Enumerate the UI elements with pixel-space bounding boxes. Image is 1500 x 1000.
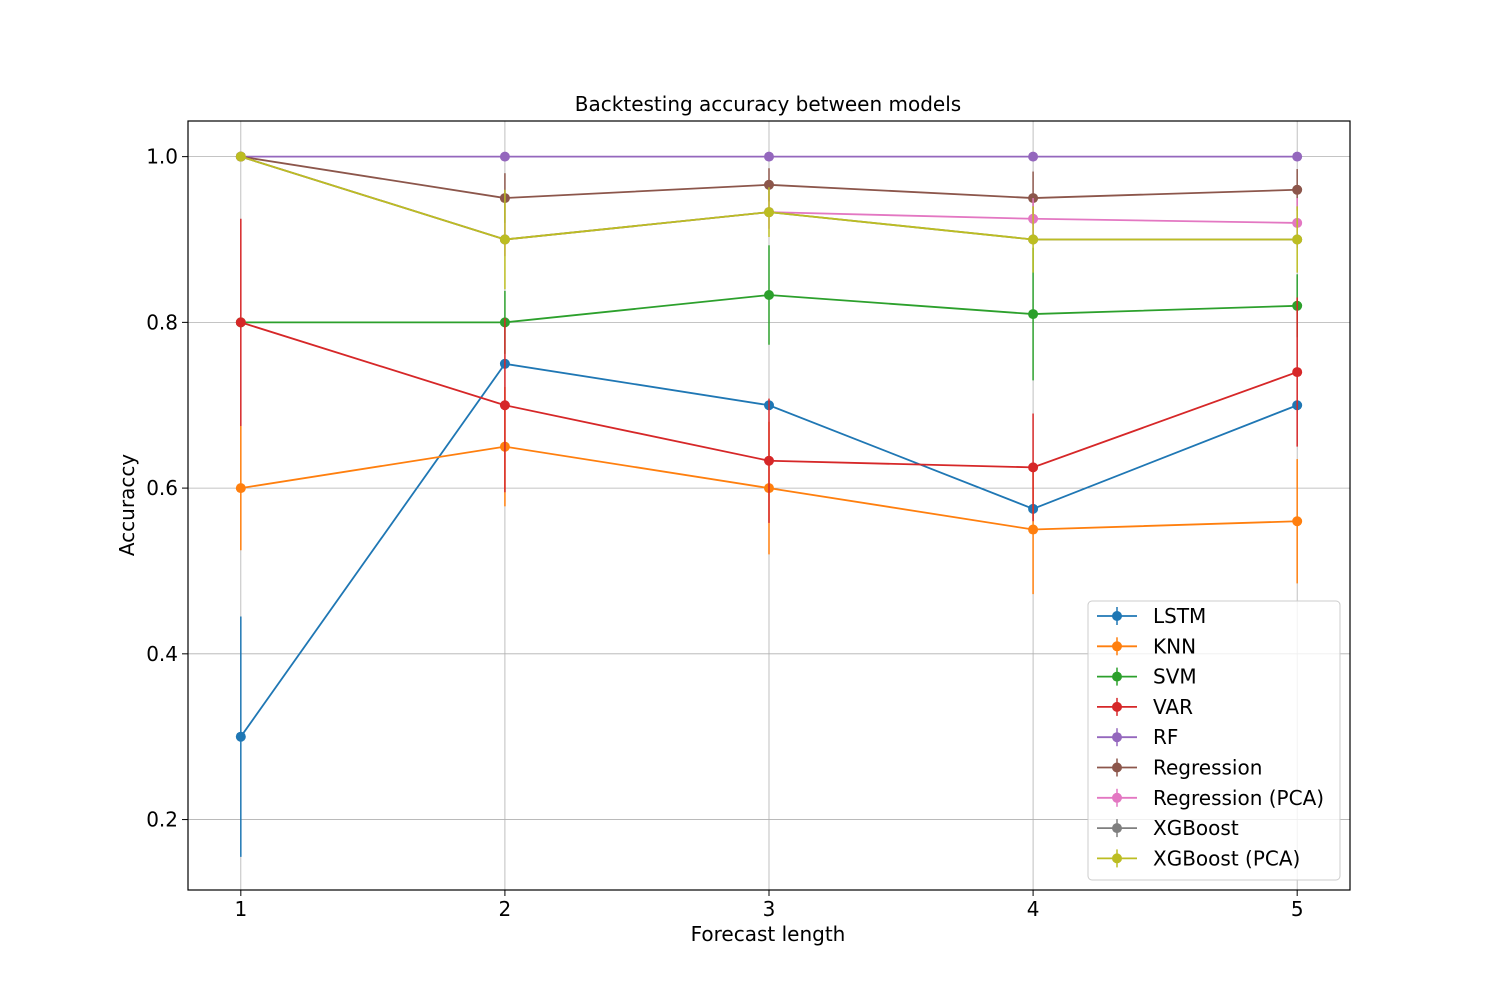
series-rf [235,151,1303,162]
series-xgboost-pca [235,151,1303,290]
legend-item: Regression [1097,756,1262,780]
data-point [499,234,510,245]
series-group [235,151,1303,857]
legend-label: KNN [1153,634,1196,658]
data-point [764,290,774,301]
y-tick-label: 0.6 [146,476,178,500]
data-point [764,455,774,466]
legend-item: XGBoost [1097,816,1239,840]
legend-label: RF [1153,725,1178,749]
legend-marker [1112,792,1122,803]
y-axis-label: Accuraccy [115,454,139,556]
x-tick-label: 4 [1027,897,1040,921]
legend-label: LSTM [1153,604,1206,628]
legend-label: XGBoost [1153,816,1239,840]
data-point [1028,309,1039,320]
data-point [235,317,246,328]
data-point [1292,234,1303,245]
legend-item: SVM [1097,665,1197,689]
legend-label: Regression (PCA) [1153,786,1324,810]
legend-item: KNN [1097,634,1196,658]
data-point [499,400,510,411]
x-tick-label: 3 [763,897,776,921]
data-point [1028,524,1039,535]
axes-ticks: 1 2 3 4 5 0.2 0.4 0.6 0.8 1.0 [146,145,1303,921]
legend-marker [1112,671,1122,682]
legend-marker [1112,701,1122,712]
x-tick-label: 2 [499,897,512,921]
data-point [1028,234,1039,245]
legend-marker [1112,823,1122,834]
legend-label: XGBoost (PCA) [1153,846,1300,870]
legend-marker [1112,762,1122,773]
legend-item: Regression (PCA) [1097,786,1324,810]
x-axis-label: Forecast length [691,922,846,946]
legend: LSTM KNN SVM VAR RF Regression Regression (PCA… [1087,600,1341,881]
data-point [1292,184,1303,195]
legend-box [1087,600,1341,881]
legend-label: VAR [1153,695,1193,719]
data-point [764,207,774,218]
data-point [764,151,774,162]
legend-label: SVM [1153,665,1197,689]
y-tick-label: 1.0 [146,145,178,169]
legend-item: LSTM [1097,604,1206,628]
y-tick-label: 0.4 [146,642,178,666]
y-tick-label: 0.8 [146,310,178,334]
data-point [1292,516,1303,527]
data-point [1292,367,1303,378]
series-var [235,218,1303,523]
data-point [235,151,246,162]
data-point [1028,151,1039,162]
data-point [235,731,246,742]
legend-marker [1112,732,1122,743]
legend-label: Regression [1153,756,1262,780]
data-point [235,483,246,494]
legend-marker [1112,853,1122,864]
data-point [764,179,774,190]
legend-marker [1112,641,1122,652]
x-tick-label: 5 [1291,897,1304,921]
legend-item: RF [1097,725,1178,749]
legend-marker [1112,611,1122,621]
data-point [1292,151,1303,162]
y-tick-label: 0.2 [146,808,178,832]
x-tick-label: 1 [234,897,247,921]
chart-title: Backtesting accuracy between models [575,92,961,116]
data-point [1028,462,1039,473]
data-point [499,151,510,162]
legend-item: XGBoost (PCA) [1097,846,1300,870]
legend-item: VAR [1097,695,1193,719]
